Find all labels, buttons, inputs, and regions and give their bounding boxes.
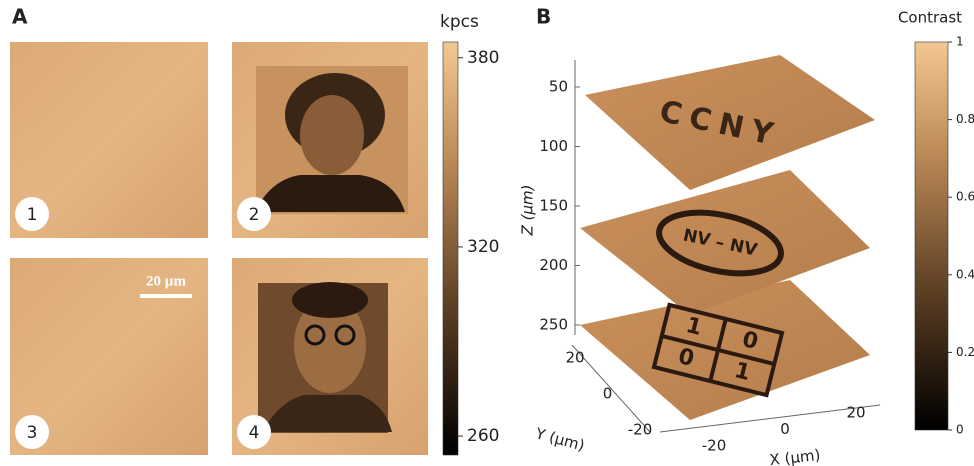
colorbar-tick-label: 0.4 [956, 267, 974, 281]
colorbar-title: kpcs [440, 12, 479, 32]
x-tick-label: 20 [846, 404, 865, 422]
colorbar [443, 42, 458, 455]
panel-label: A [12, 5, 28, 29]
axis-title: X (µm) [769, 446, 822, 466]
y-tick-label: -20 [628, 421, 653, 439]
colorbar-tick-label: 260 [467, 426, 499, 446]
colorbar-tick-label: 380 [467, 48, 499, 68]
tile-number: 3 [27, 423, 38, 443]
colorbar-tick-label: 0 [956, 423, 964, 437]
axis-title: Z (µm) [519, 185, 537, 237]
y-tick-label: 0 [603, 385, 613, 403]
colorbar-tick-label: 0.2 [956, 345, 974, 359]
colorbar [915, 42, 948, 430]
scale-bar-label: 20 µm [146, 273, 186, 289]
y-tick-label: 20 [565, 349, 584, 367]
tile-number: 1 [27, 205, 38, 225]
tile-number: 2 [249, 205, 260, 225]
portrait [258, 282, 392, 433]
colorbar-tick-label: 0.6 [956, 190, 974, 204]
colorbar-tick-label: 320 [467, 237, 499, 257]
z-tick-label: 250 [539, 316, 568, 334]
panel-label: B [536, 5, 551, 29]
x-tick-label: -20 [702, 437, 727, 455]
portrait [255, 66, 408, 214]
z-tick-label: 50 [549, 78, 568, 96]
tile-number: 4 [249, 423, 260, 443]
x-tick-label: 0 [780, 420, 790, 438]
figure: A B 20 µm 1234 kpcs CCNY NV – NV 1001 Z … [0, 0, 974, 466]
z-tick-label: 150 [539, 197, 568, 215]
colorbar-title: Contrast [898, 9, 962, 27]
colorbar-tick-label: 0.8 [956, 112, 974, 126]
z-tick-label: 200 [539, 256, 568, 274]
colorbar-tick-label: 1 [956, 35, 964, 49]
axis-title: Y (µm) [533, 424, 587, 455]
z-tick-label: 100 [539, 137, 568, 155]
